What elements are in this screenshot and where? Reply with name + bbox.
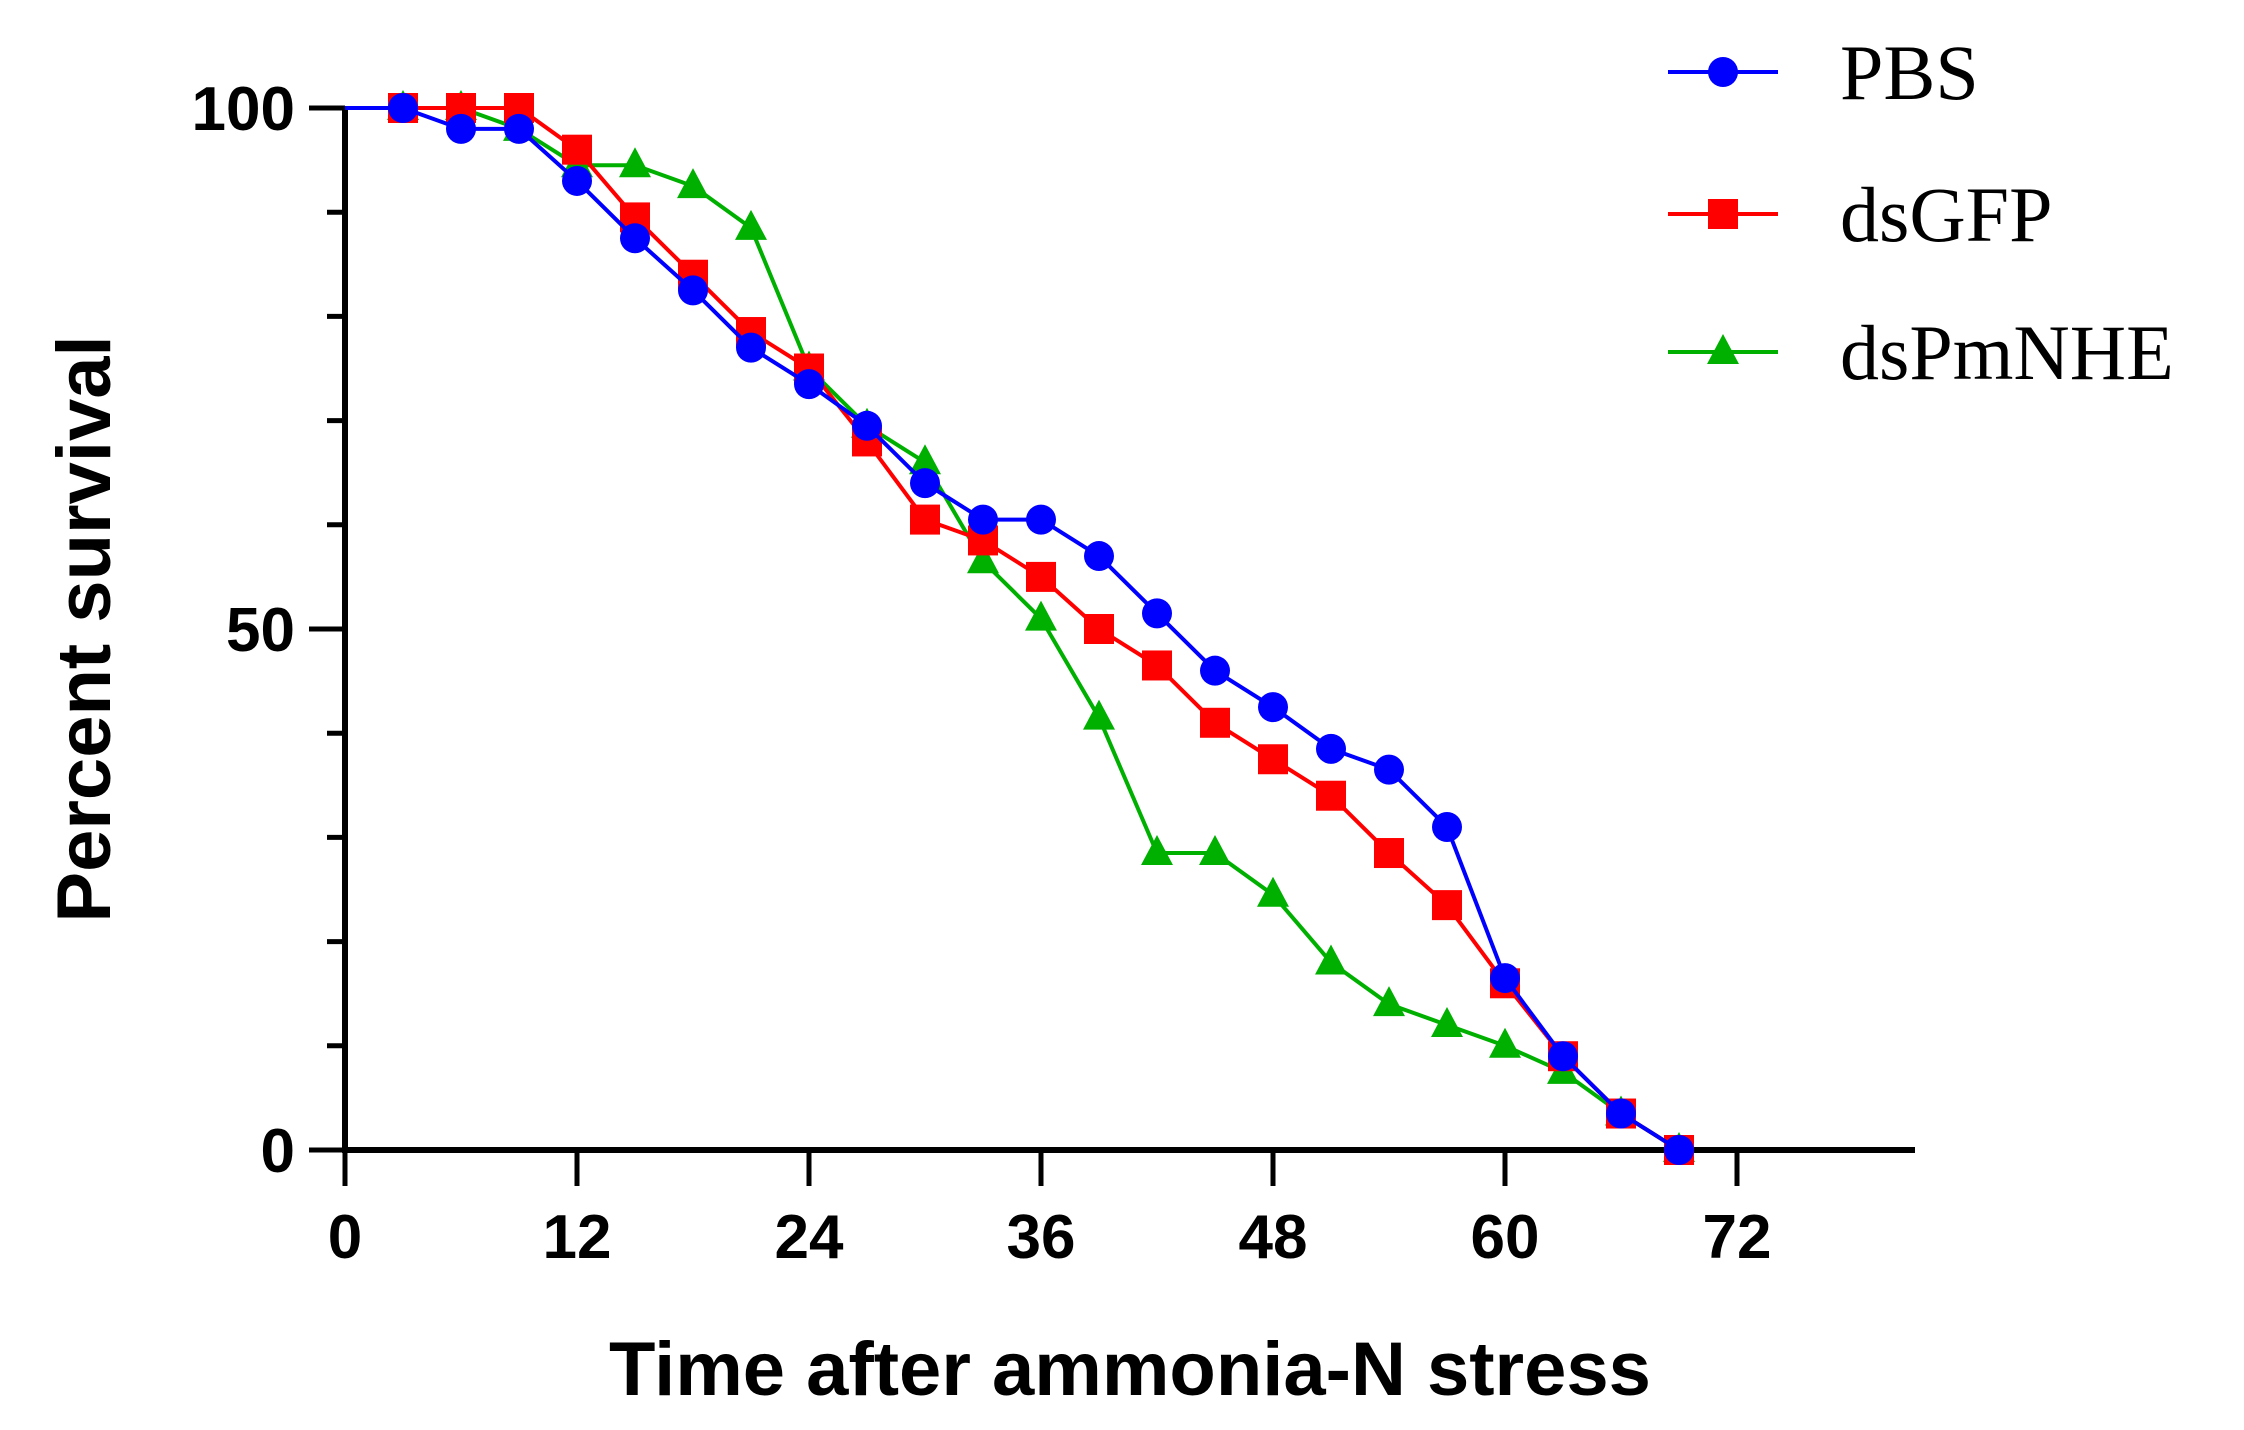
- data-point-PBS: [1606, 1098, 1636, 1129]
- data-point-dsPmNHE: [1257, 876, 1289, 907]
- x-tick-label: 0: [328, 1203, 362, 1272]
- data-point-PBS: [446, 113, 476, 144]
- series-PBS: [345, 93, 1694, 1165]
- data-point-PBS: [620, 223, 650, 254]
- y-axis-title: Percent survival: [42, 335, 127, 922]
- data-point-PBS: [1084, 541, 1114, 572]
- data-point-PBS: [1200, 655, 1230, 686]
- data-point-PBS: [678, 275, 708, 306]
- data-point-dsPmNHE: [1431, 1006, 1463, 1037]
- data-point-dsPmNHE: [1315, 944, 1347, 975]
- data-point-dsGFP: [1432, 890, 1462, 921]
- data-point-PBS: [736, 332, 766, 363]
- x-tick-label: 24: [775, 1203, 844, 1272]
- legend-marker: [1708, 57, 1738, 87]
- legend-marker: [1708, 199, 1738, 229]
- series-dsGFP: [345, 93, 1694, 1165]
- data-point-dsPmNHE: [1489, 1027, 1521, 1058]
- data-point-dsPmNHE: [1373, 986, 1405, 1017]
- series-line-dsGFP: [345, 106, 1681, 1152]
- data-point-dsGFP: [1258, 744, 1288, 775]
- legend-label: dsGFP: [1840, 171, 2052, 258]
- series-line-PBS: [345, 106, 1681, 1152]
- data-point-PBS: [1664, 1135, 1694, 1165]
- data-point-PBS: [1374, 754, 1404, 785]
- data-point-dsGFP: [1374, 838, 1404, 869]
- x-tick-label: 36: [1007, 1203, 1076, 1272]
- legend: PBS dsGFP dsPmNHE: [1668, 29, 2174, 396]
- data-point-dsPmNHE: [677, 168, 709, 199]
- legend-item-dsGFP: dsGFP: [1668, 171, 2052, 258]
- data-point-dsGFP: [562, 134, 592, 165]
- data-point-dsPmNHE: [1083, 699, 1115, 730]
- data-point-PBS: [1490, 963, 1520, 994]
- data-point-PBS: [1258, 692, 1288, 723]
- data-point-dsPmNHE: [735, 209, 767, 240]
- legend-item-dsPmNHE: dsPmNHE: [1668, 309, 2174, 396]
- x-ticks: 0 12 24 36 48 60 72: [328, 1150, 1772, 1272]
- axes: [342, 108, 1915, 1153]
- legend-item-PBS: PBS: [1668, 29, 1979, 116]
- data-point-dsGFP: [1026, 561, 1056, 592]
- y-ticks: 0 50 100: [192, 75, 345, 1186]
- data-point-PBS: [910, 468, 940, 499]
- x-tick-label: 12: [543, 1203, 612, 1272]
- x-tick-label: 72: [1703, 1203, 1772, 1272]
- series-layer: [345, 90, 1695, 1165]
- data-point-dsPmNHE: [909, 444, 941, 475]
- data-point-PBS: [562, 165, 592, 196]
- x-tick-label: 48: [1239, 1203, 1308, 1272]
- data-point-PBS: [1432, 811, 1462, 842]
- data-point-dsGFP: [1316, 780, 1346, 811]
- data-point-PBS: [504, 113, 534, 144]
- data-point-PBS: [388, 93, 418, 123]
- data-point-dsGFP: [1084, 614, 1114, 644]
- data-point-PBS: [1548, 1041, 1578, 1072]
- legend-label: dsPmNHE: [1840, 309, 2174, 396]
- x-axis-title: Time after ammonia-N stress: [609, 1327, 1651, 1412]
- data-point-PBS: [968, 504, 998, 535]
- series-dsPmNHE: [345, 90, 1695, 1162]
- data-point-dsPmNHE: [1199, 835, 1231, 866]
- y-tick-label: 50: [226, 596, 295, 665]
- data-point-dsPmNHE: [1025, 600, 1057, 631]
- legend-marker: [1707, 334, 1739, 364]
- data-point-dsPmNHE: [1141, 835, 1173, 866]
- data-point-dsGFP: [910, 504, 940, 535]
- y-tick-label: 100: [192, 75, 295, 144]
- data-point-PBS: [1316, 733, 1346, 764]
- data-point-PBS: [1026, 504, 1056, 535]
- data-point-dsPmNHE: [967, 543, 999, 574]
- data-point-dsPmNHE: [619, 147, 651, 178]
- y-tick-label: 0: [261, 1117, 295, 1186]
- series-line-dsPmNHE: [345, 106, 1681, 1152]
- data-point-PBS: [794, 369, 824, 400]
- data-point-dsGFP: [1142, 650, 1172, 681]
- data-point-PBS: [1142, 598, 1172, 629]
- legend-label: PBS: [1840, 29, 1979, 116]
- data-point-PBS: [852, 410, 882, 441]
- x-tick-label: 60: [1471, 1203, 1540, 1272]
- data-point-dsGFP: [1200, 707, 1230, 738]
